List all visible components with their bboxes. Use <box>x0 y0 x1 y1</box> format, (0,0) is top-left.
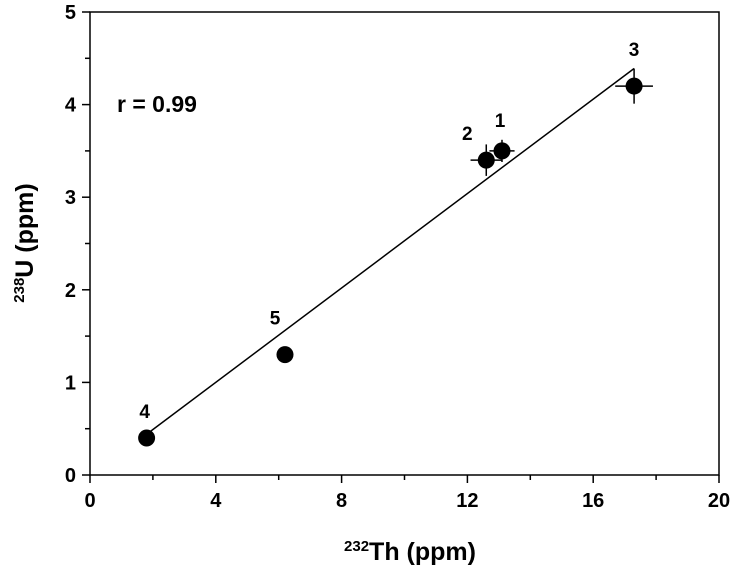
y-tick-label: 4 <box>65 95 77 117</box>
data-point-label: 1 <box>495 111 506 132</box>
x-axis-title-superscript: 232 <box>344 538 369 555</box>
data-point-label: 4 <box>139 402 150 423</box>
regression-line <box>146 67 635 435</box>
y-tick-label: 5 <box>65 2 76 24</box>
x-tick-label: 4 <box>210 490 222 512</box>
x-axis-title: 232Th (ppm) <box>344 538 476 566</box>
point-labels-group: 1 2 3 4 5 <box>139 40 639 423</box>
data-point-label: 2 <box>462 124 473 145</box>
y-tick-label: 2 <box>65 280 76 302</box>
y-axis-title-main: U (ppm) <box>11 183 39 277</box>
y-axis-title-superscript: 238 <box>11 278 28 303</box>
y-tick-label: 1 <box>65 372 76 394</box>
data-point <box>493 142 511 160</box>
x-tick-label: 0 <box>84 490 95 512</box>
data-point-label: 5 <box>270 309 281 330</box>
x-tick-label: 16 <box>582 490 604 512</box>
y-axis-ticks: 0 1 2 3 4 5 <box>65 2 90 487</box>
data-point <box>138 429 156 447</box>
data-point <box>625 77 643 95</box>
data-point <box>276 346 294 364</box>
x-axis-ticks: 0 4 8 12 16 20 <box>84 475 730 512</box>
y-tick-label: 3 <box>65 187 76 209</box>
x-tick-label: 8 <box>336 490 347 512</box>
y-tick-label: 0 <box>65 465 76 487</box>
data-points-group <box>138 77 643 447</box>
regression-line-group <box>146 67 635 435</box>
correlation-annotation: r = 0.99 <box>117 91 197 117</box>
data-point-label: 3 <box>629 40 640 61</box>
x-axis-title-main: Th (ppm) <box>369 538 476 566</box>
x-tick-label: 12 <box>456 490 478 512</box>
data-point <box>477 151 495 169</box>
x-tick-label: 20 <box>708 490 730 512</box>
y-axis-title: 238U (ppm) <box>11 183 39 302</box>
